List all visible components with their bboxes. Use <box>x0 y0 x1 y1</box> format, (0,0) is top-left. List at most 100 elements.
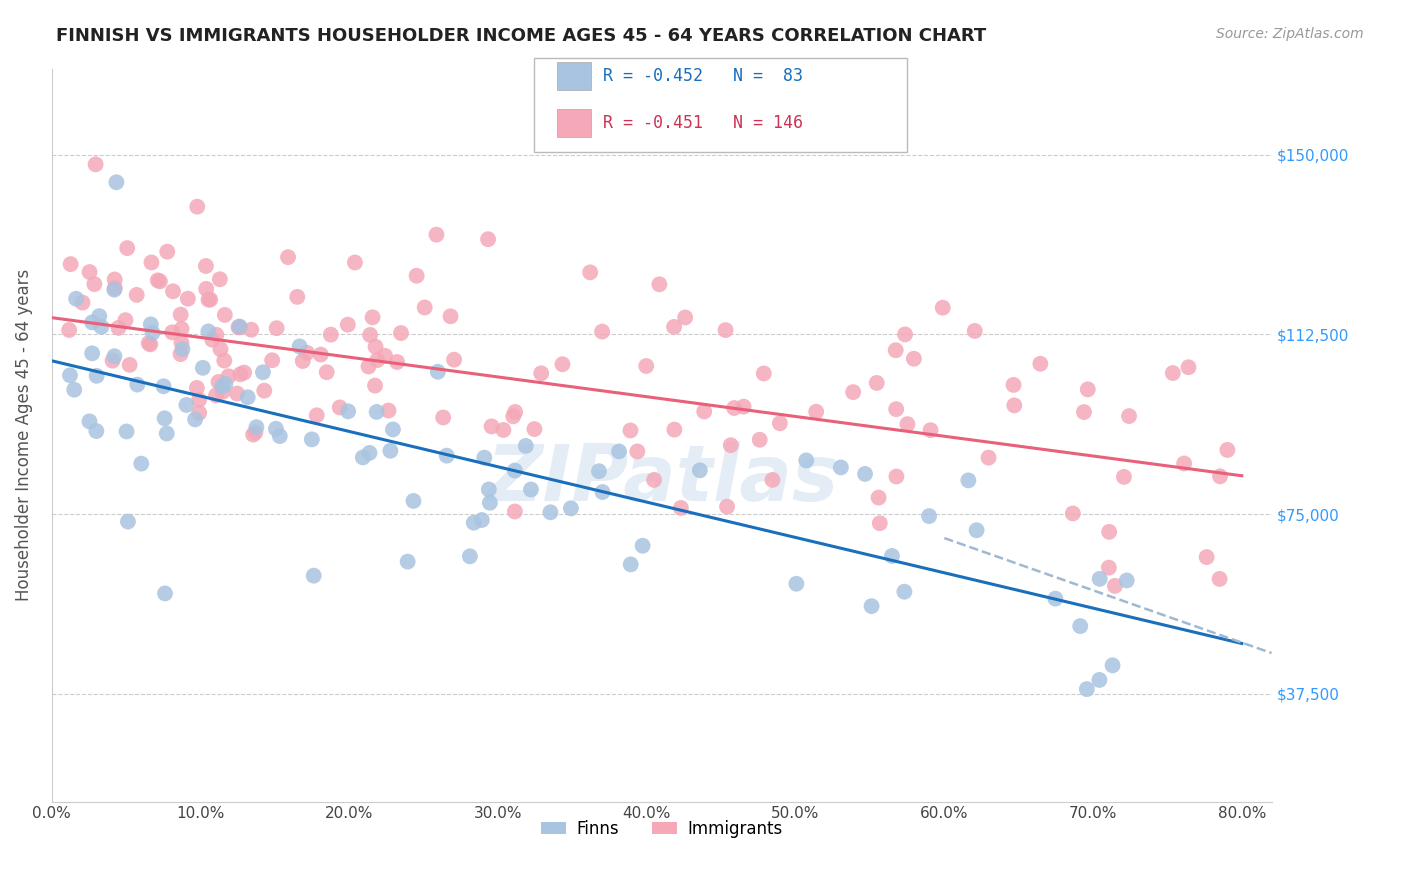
Point <box>89 309 111 323</box>
Point <box>1112 470 1135 484</box>
Point <box>364 378 387 392</box>
Point <box>733 400 755 414</box>
Point <box>669 500 692 515</box>
Point <box>205 388 228 402</box>
Point <box>291 354 314 368</box>
Point <box>396 555 419 569</box>
Point <box>229 368 252 382</box>
Point <box>191 360 214 375</box>
Point <box>177 292 200 306</box>
Point <box>530 367 553 381</box>
Point <box>868 491 890 505</box>
Point <box>352 450 374 465</box>
Point <box>195 282 218 296</box>
Text: R = -0.452   N =  83: R = -0.452 N = 83 <box>603 67 803 85</box>
Point <box>1177 360 1199 375</box>
Point <box>107 321 129 335</box>
Point <box>170 308 193 322</box>
Point <box>153 586 176 600</box>
Point <box>82 315 104 329</box>
Point <box>1045 591 1067 606</box>
Point <box>402 494 425 508</box>
Point <box>176 398 198 412</box>
Point <box>1077 383 1099 397</box>
Point <box>503 405 526 419</box>
Point <box>103 349 125 363</box>
Point <box>1073 405 1095 419</box>
Point <box>198 293 221 307</box>
Text: ZIPatlas: ZIPatlas <box>485 441 838 517</box>
Point <box>716 500 738 514</box>
Point <box>804 405 827 419</box>
Point <box>1161 366 1184 380</box>
Point <box>458 549 481 564</box>
Point <box>860 599 883 614</box>
Point <box>184 412 207 426</box>
Point <box>240 323 263 337</box>
Point <box>884 402 907 417</box>
Point <box>141 255 163 269</box>
Point <box>607 444 630 458</box>
Point <box>643 473 665 487</box>
Point <box>443 352 465 367</box>
Point <box>588 464 610 478</box>
Point <box>83 277 105 292</box>
Point <box>58 323 80 337</box>
Point <box>169 347 191 361</box>
Point <box>329 401 352 415</box>
Point <box>1088 572 1111 586</box>
Point <box>127 377 149 392</box>
Point <box>197 325 219 339</box>
Point <box>72 295 94 310</box>
Point <box>305 409 328 423</box>
Point <box>723 401 745 415</box>
Point <box>478 496 501 510</box>
Point <box>432 410 454 425</box>
Point <box>101 353 124 368</box>
Point <box>205 327 228 342</box>
Point <box>1069 619 1091 633</box>
Point <box>146 273 169 287</box>
Point <box>1173 457 1195 471</box>
Point <box>1098 524 1121 539</box>
Point <box>162 326 184 340</box>
Point <box>664 423 686 437</box>
Point <box>903 351 925 366</box>
Point <box>214 353 236 368</box>
Point <box>253 384 276 398</box>
Point <box>245 420 267 434</box>
Point <box>79 265 101 279</box>
Point <box>301 433 323 447</box>
Text: R = -0.451   N = 146: R = -0.451 N = 146 <box>603 114 803 132</box>
Point <box>893 584 915 599</box>
Point <box>385 355 408 369</box>
Point <box>957 474 980 488</box>
Point <box>1115 574 1137 588</box>
Point <box>117 515 139 529</box>
Point <box>86 368 108 383</box>
Point <box>201 333 224 347</box>
Point <box>714 323 737 337</box>
Point <box>115 241 138 255</box>
Point <box>551 357 574 371</box>
Point <box>364 340 387 354</box>
Point <box>492 423 515 437</box>
Point <box>626 444 648 458</box>
Point <box>662 319 685 334</box>
Point <box>115 425 138 439</box>
Point <box>886 469 908 483</box>
Point <box>245 425 267 440</box>
Point <box>520 483 543 497</box>
Point <box>426 365 449 379</box>
Point <box>288 339 311 353</box>
Point <box>262 353 284 368</box>
Point <box>366 405 388 419</box>
Point <box>269 429 291 443</box>
Point <box>228 319 250 334</box>
Point <box>1101 658 1123 673</box>
Point <box>636 359 658 373</box>
Point <box>186 381 208 395</box>
Point <box>162 285 184 299</box>
Point <box>229 320 252 334</box>
Point <box>82 346 104 360</box>
